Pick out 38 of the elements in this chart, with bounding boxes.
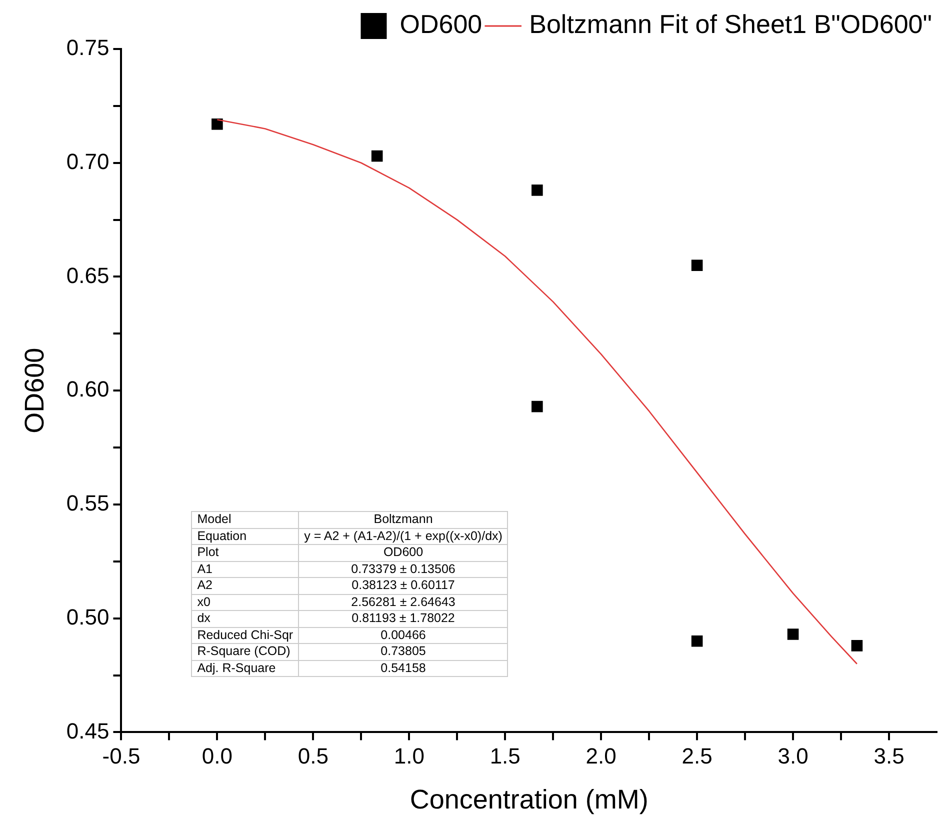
- x-tick-label: 1.5: [490, 743, 520, 768]
- x-tick-label: -0.5: [102, 743, 140, 768]
- y-tick-label: 0.75: [66, 35, 110, 60]
- x-tick-label: 0.0: [202, 743, 232, 768]
- legend-label: OD600: [400, 9, 482, 40]
- x-tick-label: 2.0: [586, 743, 616, 768]
- x-tick-label: 0.5: [298, 743, 328, 768]
- point: [371, 150, 383, 162]
- y-tick-label: 0.60: [66, 376, 110, 402]
- x-tick-label: 1.0: [394, 743, 424, 768]
- y-axis-title: OD600: [20, 348, 50, 434]
- text: A2 0.38123 ± 0.60117: [197, 578, 455, 592]
- point: [691, 635, 703, 647]
- text: Plot OD600: [197, 545, 424, 560]
- y-tick-label: 0.50: [66, 604, 110, 630]
- x-tick-label: 3.5: [874, 743, 904, 768]
- y-tick-label: 0.45: [66, 718, 110, 744]
- y-tick-label: 0.70: [66, 148, 110, 174]
- x-axis-title: Concentration (mM): [410, 784, 648, 814]
- text: dx 0.81193 ± 1.78022: [197, 611, 455, 626]
- text: Reduced Chi-Sqr 0.00466: [197, 628, 426, 642]
- point: [691, 260, 703, 272]
- legend-label: Boltzmann Fit of Sheet1 B"OD600": [529, 9, 932, 40]
- x-tick-label: 3.0: [778, 743, 808, 768]
- text: A1 0.73379 ± 0.13506: [197, 562, 456, 576]
- text: Adj. R-Square 0.54158: [197, 660, 426, 675]
- text: R-Square (COD) 0.73805: [197, 644, 426, 658]
- point: [787, 628, 799, 640]
- y-tick-label: 0.65: [66, 262, 110, 288]
- x-tick-label: 2.5: [682, 743, 712, 768]
- point: [532, 184, 543, 196]
- text: Model Boltzmann: [197, 512, 433, 526]
- point: [212, 118, 223, 130]
- text: x0 2.56281 ± 2.64643: [197, 594, 456, 609]
- point: [532, 400, 543, 412]
- y-tick-label: 0.55: [66, 490, 110, 516]
- text: Equation y = A2 + (A1-A2)/(1 + exp((x-x0)/dx): [197, 528, 502, 543]
- point: [851, 640, 863, 652]
